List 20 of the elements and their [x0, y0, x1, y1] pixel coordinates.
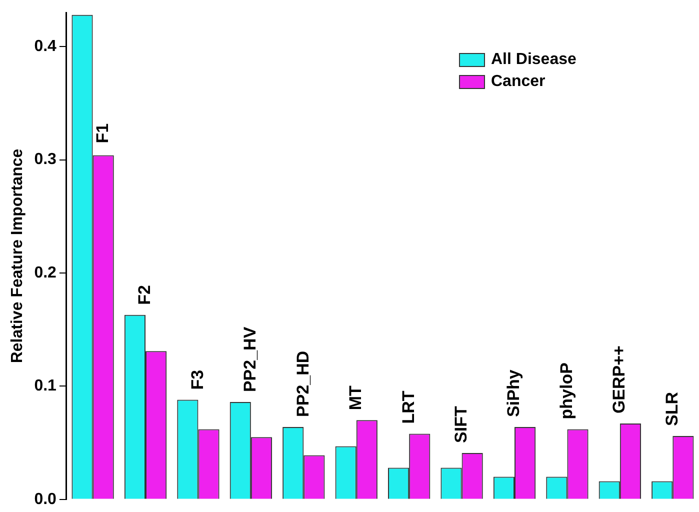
x-tick-label: SiPhy: [504, 369, 524, 417]
y-axis-title: Relative Feature Importance: [9, 148, 26, 364]
x-tick-label: F2: [135, 285, 154, 305]
x-tick-label: PP2_HD: [293, 350, 312, 417]
x-tick-label: PP2_HV: [240, 326, 260, 392]
x-tick-label: SIFT: [451, 406, 470, 443]
x-tick-label: F1: [93, 123, 112, 144]
x-tick-label: F3: [188, 370, 207, 390]
legend-label: Cancer: [491, 72, 546, 91]
x-tick-label: phyloP: [556, 362, 576, 420]
y-tick-label: 0.0: [34, 490, 57, 508]
y-tick-label: 0.2: [34, 264, 57, 282]
x-tick-label: LRT: [398, 390, 418, 424]
legend-label: All Disease: [491, 50, 576, 69]
y-tick-label: 0.3: [34, 151, 57, 168]
y-tick-label: 0.4: [34, 38, 57, 55]
x-tick-label: GERP++: [610, 345, 629, 414]
y-tick-label: 0.1: [34, 378, 57, 395]
x-tick-label: MT: [346, 384, 366, 410]
x-tick-label: SLR: [662, 392, 682, 426]
